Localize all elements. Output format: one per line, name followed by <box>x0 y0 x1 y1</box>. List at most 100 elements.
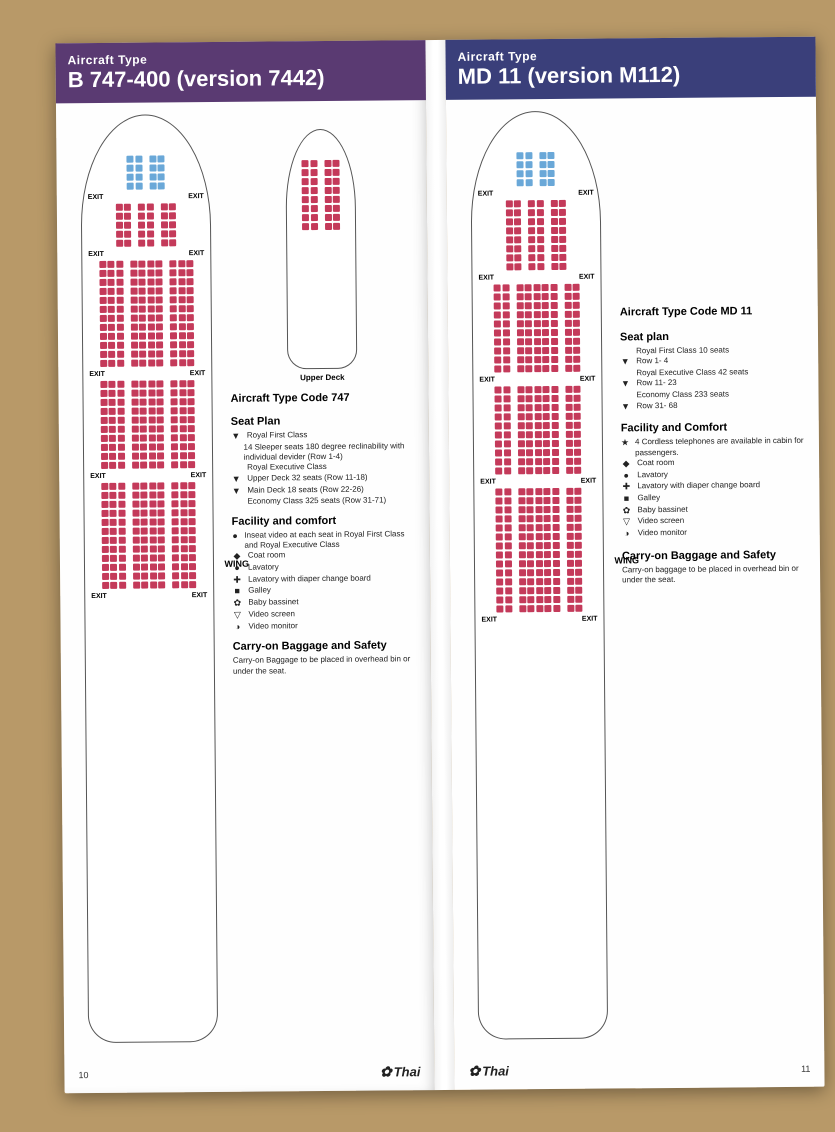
seat-row <box>481 524 597 532</box>
seat-row <box>291 223 351 231</box>
seat-row <box>291 178 351 186</box>
seat-row <box>480 395 596 403</box>
seat-row <box>89 323 205 331</box>
seat-row <box>89 332 205 340</box>
legend-text: Coat room <box>637 458 674 469</box>
seat-row <box>481 587 597 595</box>
wing-label: WING <box>614 556 639 566</box>
legend-text: Row 11- 23 <box>636 378 676 389</box>
seatplan-list: ▼Royal First Class14 Sleeper seats 180 d… <box>231 429 416 507</box>
seat-row <box>90 407 206 415</box>
legend-text: Baby bassinet <box>637 505 687 516</box>
seat-row <box>479 347 595 355</box>
seat-row <box>478 209 594 217</box>
seat-row <box>478 254 594 262</box>
exit-row: EXITEXIT <box>91 590 207 601</box>
seat-row <box>89 305 205 313</box>
seat-row <box>91 581 207 589</box>
legend-icon: ▼ <box>231 431 241 443</box>
seatplan-list: Royal First Class 10 seats▼Row 1- 4Royal… <box>620 345 805 413</box>
fuselage-md11: EXITEXITEXITEXITEXITEXITEXITEXITEXITEXIT… <box>470 111 608 1040</box>
carry-title: Carry-on Baggage and Safety <box>622 549 806 563</box>
legend-icon: ▼ <box>620 357 630 369</box>
legend-icon: ◆ <box>621 458 631 470</box>
exit-row: EXITEXIT <box>480 476 596 487</box>
seat-row <box>479 356 595 364</box>
seatmap-747: EXITEXITEXITEXITEXITEXITEXITEXITEXITEXIT… <box>70 114 228 1043</box>
seat-row <box>481 578 597 586</box>
seat-row <box>479 329 595 337</box>
seat-row <box>89 296 205 304</box>
aircraft-code-md11: Aircraft Type Code MD 11 <box>620 305 804 319</box>
footer-right: ✿Thai 11 <box>468 1060 810 1080</box>
seatplan-block-747: Seat Plan ▼Royal First Class14 Sleeper s… <box>231 414 416 507</box>
seat-row <box>90 491 206 499</box>
legend-text: Economy Class 233 seats <box>636 390 729 401</box>
seat-row <box>291 196 351 204</box>
seat-row <box>91 545 207 553</box>
seat-row <box>477 161 593 169</box>
legend-item: ◑Video monitor <box>232 620 416 633</box>
seat-row <box>480 497 596 505</box>
legend-item: ★4 Cordless telephones are available in … <box>621 436 805 458</box>
info-text-747: Aircraft Type Code 747 Seat Plan ▼Royal … <box>230 391 416 677</box>
seat-row <box>478 179 594 187</box>
facility-title: Facility and Comfort <box>621 421 805 435</box>
seat-row <box>88 260 204 268</box>
legend-text: Video screen <box>638 516 685 527</box>
legend-text: Royal Executive Class <box>247 462 327 473</box>
seat-row <box>478 200 594 208</box>
seat-row <box>478 236 594 244</box>
seat-row <box>90 398 206 406</box>
legend-icon: ▼ <box>620 379 630 391</box>
seat-row <box>90 500 206 508</box>
upper-deck-wrap: Upper Deck <box>228 118 414 383</box>
legend-text: Lavatory <box>248 563 279 574</box>
legend-icon: ✚ <box>621 482 631 494</box>
logo-icon: ✿ <box>468 1063 480 1079</box>
seat-row <box>89 380 205 388</box>
seat-row <box>477 152 593 160</box>
seat-row <box>478 227 594 235</box>
legend-icon: ✚ <box>232 575 242 587</box>
seatmap-md11: EXITEXITEXITEXITEXITEXITEXITEXITEXITEXIT… <box>460 110 618 1039</box>
aircraft-title-747: B 747-400 (version 7442) <box>68 64 414 93</box>
legend-text: Video screen <box>248 609 295 620</box>
aircraft-code-747: Aircraft Type Code 747 <box>230 391 414 405</box>
exit-row: EXITEXIT <box>88 248 204 259</box>
seat-row <box>480 413 596 421</box>
seat-row <box>480 506 596 514</box>
seat-row <box>480 449 596 457</box>
facility-list: ★4 Cordless telephones are available in … <box>621 436 806 540</box>
seat-row <box>479 365 595 373</box>
seat-row <box>91 509 207 517</box>
seat-row <box>91 518 207 526</box>
header-md11: Aircraft Type MD 11 (version M112) <box>445 37 816 100</box>
seat-row <box>91 527 207 535</box>
legend-text: Row 1- 4 <box>636 356 668 367</box>
legend-icon: ▼ <box>231 474 241 486</box>
seat-row <box>88 278 204 286</box>
info-col-left: Upper Deck Aircraft Type Code 747 Seat P… <box>228 112 420 1042</box>
page-number-left: 10 <box>78 1070 88 1080</box>
seat-row <box>89 350 205 358</box>
legend-text: Lavatory with diaper change board <box>248 573 371 584</box>
legend-icon: ● <box>621 470 631 482</box>
page-right: Aircraft Type MD 11 (version M112) EXITE… <box>445 37 824 1090</box>
legend-text: 4 Cordless telephones are available in c… <box>635 436 805 458</box>
facility-list: ●Inseat video at each seat in Royal Firs… <box>232 529 417 633</box>
page-left: Aircraft Type B 747-400 (version 7442) E… <box>55 40 434 1093</box>
aircraft-title-md11: MD 11 (version M112) <box>458 61 804 90</box>
carry-title: Carry-on Baggage and Safety <box>233 639 417 653</box>
carry-block-747: Carry-on Baggage and Safety Carry-on Bag… <box>233 639 417 676</box>
seat-row <box>481 560 597 568</box>
exit-row: EXITEXIT <box>481 614 597 625</box>
seat-row <box>479 302 595 310</box>
legend-text: Royal Executive Class 42 seats <box>636 367 748 378</box>
seat-row <box>89 389 205 397</box>
legend-icon: ■ <box>232 586 242 598</box>
page-body-right: EXITEXITEXITEXITEXITEXITEXITEXITEXITEXIT… <box>460 109 810 1040</box>
seat-row <box>478 218 594 226</box>
seat-row <box>478 263 594 271</box>
logo-icon: ✿ <box>380 1063 392 1079</box>
